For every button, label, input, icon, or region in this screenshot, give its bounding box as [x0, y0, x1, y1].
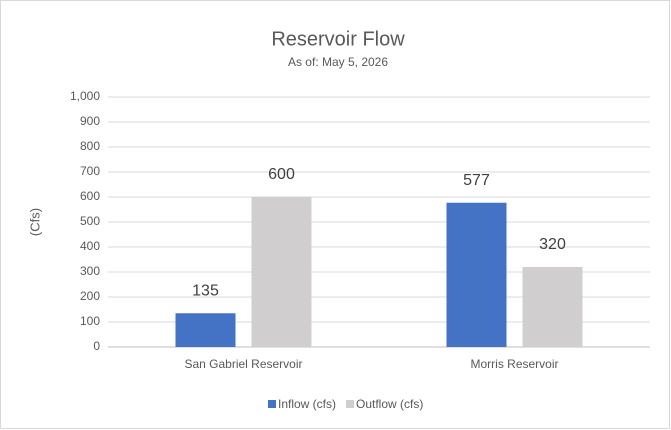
legend-label: Outflow (cfs) — [356, 397, 423, 411]
y-tick-label: 900 — [80, 114, 100, 128]
chart-title: Reservoir Flow — [271, 28, 405, 50]
y-tick-label: 800 — [80, 139, 100, 153]
y-tick-label: 400 — [80, 239, 100, 253]
y-tick-label: 700 — [80, 164, 100, 178]
bar — [175, 313, 236, 347]
y-tick-label: 200 — [80, 289, 100, 303]
chart-subtitle: As of: May 5, 2026 — [288, 55, 388, 69]
data-label: 320 — [539, 236, 566, 253]
legend-swatch — [346, 400, 354, 408]
bar — [446, 202, 507, 347]
bar — [522, 267, 583, 347]
x-tick-label: Morris Reservoir — [470, 357, 558, 371]
x-tick-label: San Gabriel Reservoir — [184, 357, 302, 371]
legend-label: Inflow (cfs) — [278, 397, 336, 411]
data-label: 135 — [192, 282, 219, 299]
y-axis-label: (Cfs) — [27, 208, 42, 236]
y-tick-label: 500 — [80, 214, 100, 228]
data-label: 577 — [463, 172, 490, 189]
legend-swatch — [268, 400, 276, 408]
y-tick-label: 600 — [80, 189, 100, 203]
data-label: 600 — [268, 166, 295, 183]
y-tick-label: 0 — [93, 339, 100, 353]
bar — [251, 197, 312, 347]
y-tick-label: 300 — [80, 264, 100, 278]
y-tick-label: 1,000 — [70, 89, 100, 103]
y-tick-label: 100 — [80, 314, 100, 328]
